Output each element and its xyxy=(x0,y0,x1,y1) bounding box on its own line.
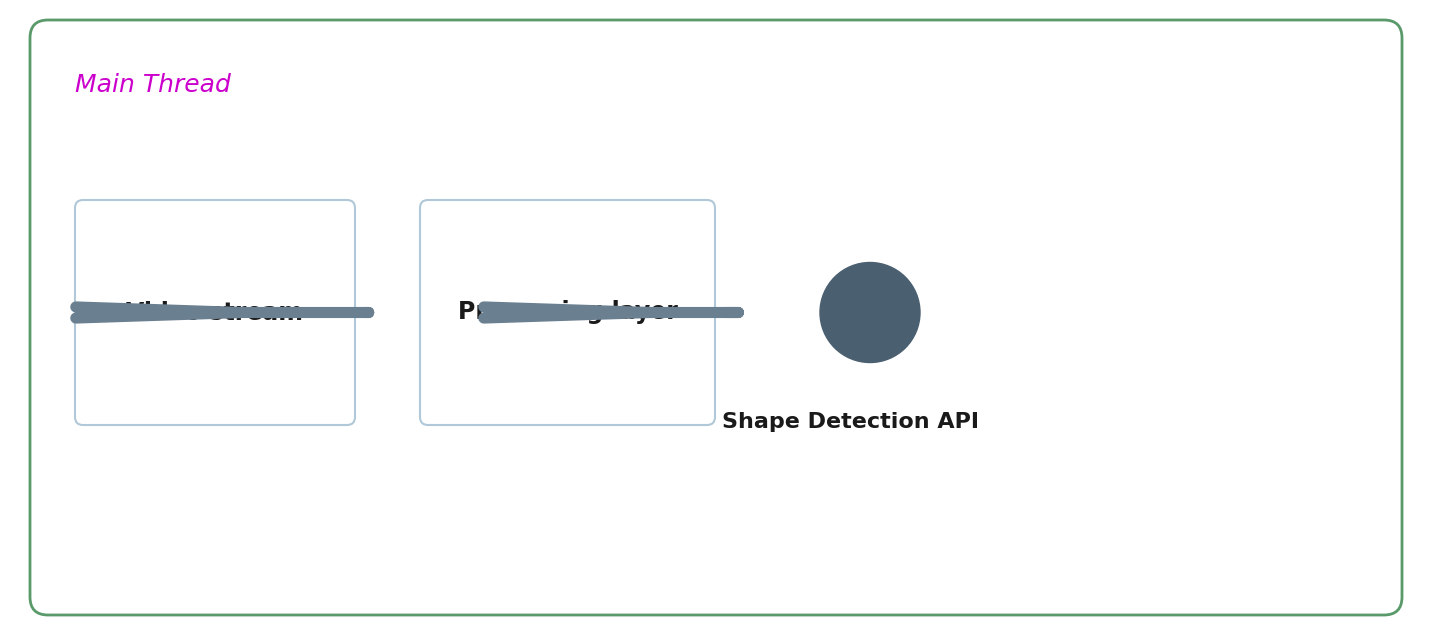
Text: Processing layer: Processing layer xyxy=(458,301,677,324)
Text: Main Thread: Main Thread xyxy=(74,73,231,97)
Circle shape xyxy=(821,262,919,362)
Text: Video stream: Video stream xyxy=(126,301,304,324)
FancyBboxPatch shape xyxy=(420,200,715,425)
Text: Shape Detection API: Shape Detection API xyxy=(722,413,978,433)
FancyBboxPatch shape xyxy=(74,200,355,425)
FancyBboxPatch shape xyxy=(30,20,1402,615)
